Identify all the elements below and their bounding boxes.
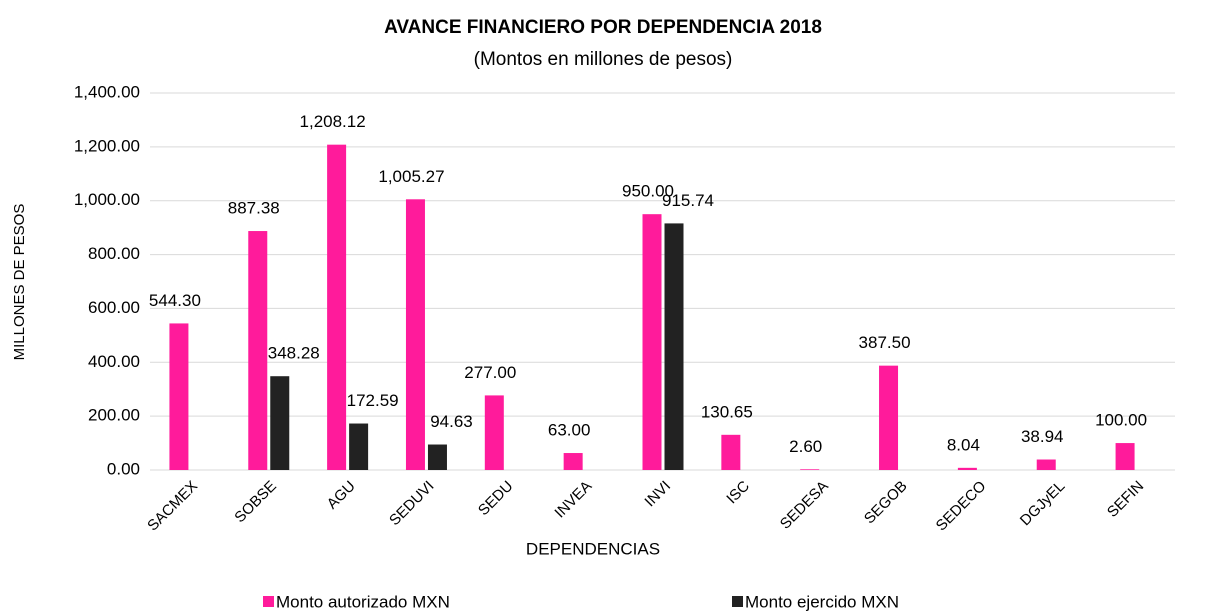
x-tick-label: ISC [723, 478, 753, 508]
data-label: 348.28 [268, 344, 320, 363]
y-tick-label: 400.00 [88, 352, 140, 371]
y-axis-title: MILLONES DE PESOS [11, 204, 28, 361]
data-label: 1,005.27 [378, 167, 444, 186]
data-label: 544.30 [149, 291, 201, 310]
bar [349, 423, 369, 470]
x-tick-label: SACMEX [144, 478, 201, 535]
x-tick-label: SOBSE [231, 478, 280, 527]
x-tick-label: SEFIN [1104, 478, 1147, 521]
data-label: 387.50 [859, 333, 911, 352]
chart-title: AVANCE FINANCIERO POR DEPENDENCIA 2018 [384, 17, 822, 38]
x-tick-label: SEGOB [861, 478, 911, 528]
data-label: 1,208.12 [300, 112, 366, 131]
data-label: 8.04 [947, 435, 980, 454]
bar [879, 365, 899, 470]
bar [957, 467, 977, 470]
bar [1036, 459, 1056, 470]
y-tick-label: 600.00 [88, 298, 140, 317]
legend-swatch [732, 596, 743, 607]
data-label: 130.65 [701, 402, 753, 421]
bar [427, 444, 447, 470]
x-tick-label: SEDU [475, 478, 516, 519]
data-label: 38.94 [1021, 427, 1064, 446]
y-tick-label: 1,000.00 [74, 190, 140, 209]
data-label: 63.00 [548, 421, 591, 440]
legend-label: Monto ejercido MXN [745, 592, 899, 611]
data-label: 915.74 [662, 191, 714, 210]
legend-label: Monto autorizado MXN [276, 592, 450, 611]
y-tick-label: 0.00 [107, 459, 140, 478]
bar [1115, 443, 1135, 470]
x-tick-label: AGU [324, 478, 359, 513]
y-tick-label: 800.00 [88, 244, 140, 263]
bar [327, 144, 347, 471]
x-tick-label: SEDECO [933, 478, 990, 535]
bar [664, 223, 684, 470]
bar [270, 376, 290, 470]
bar [721, 434, 741, 470]
bar [563, 453, 583, 470]
x-tick-label: INVEA [551, 478, 595, 522]
bar [642, 214, 662, 470]
data-label: 172.59 [347, 391, 399, 410]
bar [248, 231, 268, 470]
bar [169, 323, 189, 470]
data-label: 2.60 [789, 437, 822, 456]
data-label: 94.63 [430, 412, 473, 431]
y-tick-label: 1,400.00 [74, 82, 140, 101]
chart-subtitle: (Montos en millones de pesos) [474, 49, 733, 70]
bar [405, 199, 425, 470]
y-tick-label: 200.00 [88, 406, 140, 425]
data-label: 277.00 [464, 363, 516, 382]
x-tick-label: DGJyEL [1017, 478, 1069, 530]
bar [484, 395, 504, 470]
x-tick-label: SEDUVI [386, 478, 438, 530]
x-tick-label: INVI [641, 478, 674, 511]
data-label: 950.00 [622, 182, 674, 201]
bar [800, 469, 820, 470]
x-tick-label: SEDESA [777, 478, 832, 533]
y-tick-label: 1,200.00 [74, 136, 140, 155]
legend-swatch [263, 596, 274, 607]
data-label: 887.38 [228, 199, 280, 218]
x-axis-title: DEPENDENCIAS [526, 539, 660, 558]
data-label: 100.00 [1095, 411, 1147, 430]
